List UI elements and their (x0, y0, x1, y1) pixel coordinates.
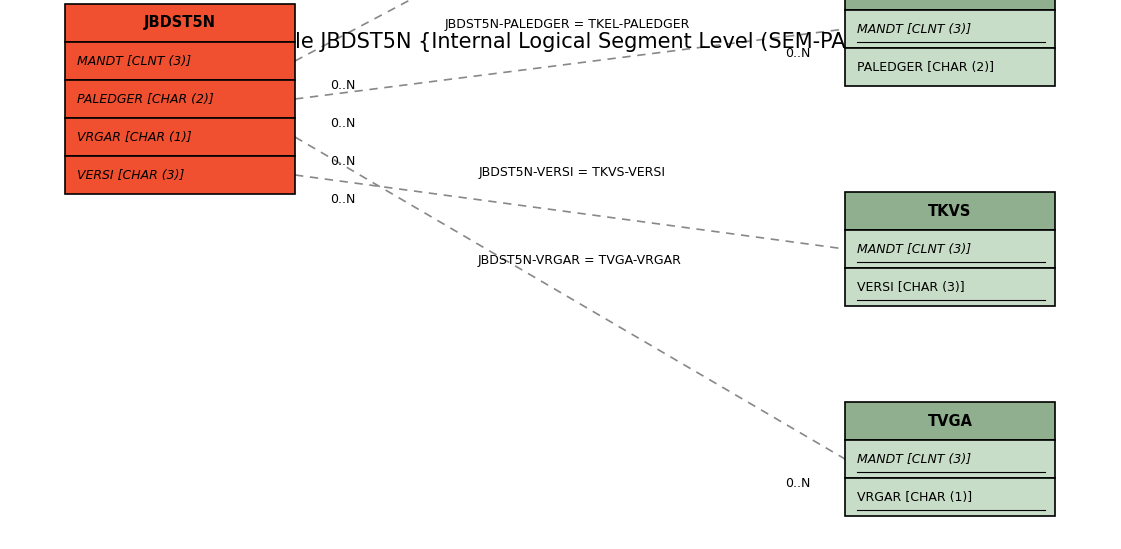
Text: 0..N: 0..N (785, 477, 810, 490)
FancyBboxPatch shape (65, 118, 295, 156)
Text: PALEDGER [CHAR (2)]: PALEDGER [CHAR (2)] (856, 60, 994, 74)
Text: JBDST5N: JBDST5N (143, 15, 216, 31)
Text: 0..N: 0..N (330, 117, 355, 130)
FancyBboxPatch shape (845, 10, 1055, 48)
FancyBboxPatch shape (65, 80, 295, 118)
Text: MANDT [CLNT (3)]: MANDT [CLNT (3)] (77, 54, 191, 68)
Text: JBDST5N-VRGAR = TVGA-VRGAR: JBDST5N-VRGAR = TVGA-VRGAR (478, 255, 682, 267)
FancyBboxPatch shape (65, 4, 295, 42)
FancyBboxPatch shape (845, 48, 1055, 86)
Text: SAP ABAP table JBDST5N {Internal Logical Segment Level (SEM-PA as CO-PA)}: SAP ABAP table JBDST5N {Internal Logical… (152, 32, 969, 52)
FancyBboxPatch shape (845, 230, 1055, 268)
Text: 0..N: 0..N (330, 155, 355, 168)
Text: 0..N: 0..N (785, 47, 810, 60)
Text: 0..N: 0..N (330, 193, 355, 206)
Text: JBDST5N-VERSI = TKVS-VERSI: JBDST5N-VERSI = TKVS-VERSI (479, 166, 666, 179)
Text: VERSI [CHAR (3)]: VERSI [CHAR (3)] (856, 281, 965, 294)
Text: PALEDGER [CHAR (2)]: PALEDGER [CHAR (2)] (77, 92, 214, 105)
FancyBboxPatch shape (845, 192, 1055, 230)
FancyBboxPatch shape (845, 478, 1055, 516)
Text: MANDT [CLNT (3)]: MANDT [CLNT (3)] (856, 23, 971, 36)
Text: VRGAR [CHAR (1)]: VRGAR [CHAR (1)] (77, 131, 192, 143)
Text: MANDT [CLNT (3)]: MANDT [CLNT (3)] (856, 243, 971, 255)
Text: TVGA: TVGA (927, 413, 973, 429)
FancyBboxPatch shape (845, 440, 1055, 478)
FancyBboxPatch shape (845, 268, 1055, 306)
FancyBboxPatch shape (845, 0, 1055, 10)
Text: MANDT [CLNT (3)]: MANDT [CLNT (3)] (856, 452, 971, 466)
FancyBboxPatch shape (845, 402, 1055, 440)
FancyBboxPatch shape (65, 156, 295, 194)
Text: VRGAR [CHAR (1)]: VRGAR [CHAR (1)] (856, 490, 972, 503)
Text: 0..N: 0..N (330, 79, 355, 92)
FancyBboxPatch shape (65, 42, 295, 80)
Text: JBDST5N-PALEDGER = TKEL-PALEDGER: JBDST5N-PALEDGER = TKEL-PALEDGER (445, 18, 691, 31)
Text: TKVS: TKVS (928, 204, 972, 219)
Text: VERSI [CHAR (3)]: VERSI [CHAR (3)] (77, 169, 184, 182)
